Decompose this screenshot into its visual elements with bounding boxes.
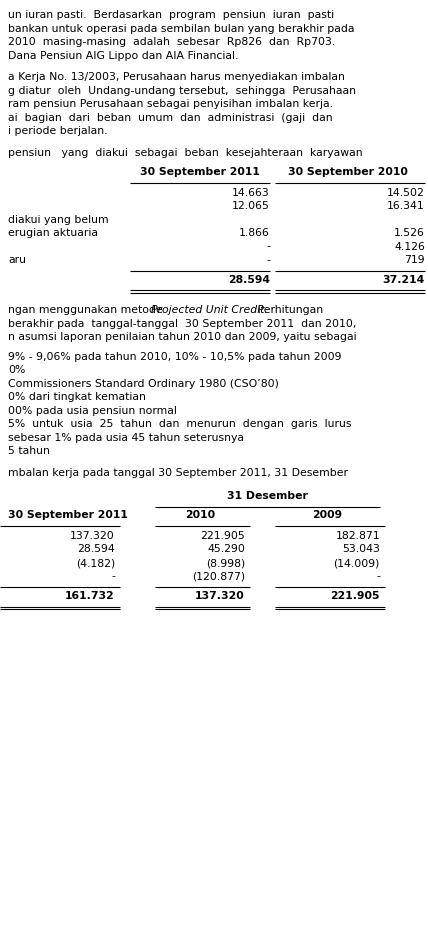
Text: 30 September 2011: 30 September 2011 bbox=[8, 511, 128, 520]
Text: 45.290: 45.290 bbox=[207, 545, 245, 554]
Text: 31 Desember: 31 Desember bbox=[227, 491, 308, 501]
Text: pensiun   yang  diakui  sebagai  beban  kesejahteraan  karyawan: pensiun yang diakui sebagai beban keseja… bbox=[8, 147, 363, 158]
Text: 14.502: 14.502 bbox=[387, 188, 425, 197]
Text: 4.126: 4.126 bbox=[394, 241, 425, 251]
Text: 1.866: 1.866 bbox=[239, 228, 270, 238]
Text: berakhir pada  tanggal-tanggal  30 September 2011  dan 2010,: berakhir pada tanggal-tanggal 30 Septemb… bbox=[8, 319, 357, 328]
Text: 719: 719 bbox=[404, 255, 425, 265]
Text: 5 tahun: 5 tahun bbox=[8, 446, 50, 456]
Text: 16.341: 16.341 bbox=[387, 201, 425, 211]
Text: 137.320: 137.320 bbox=[195, 591, 245, 601]
Text: 221.905: 221.905 bbox=[200, 531, 245, 541]
Text: 1.526: 1.526 bbox=[394, 228, 425, 238]
Text: ram pensiun Perusahaan sebagai penyisihan imbalan kerja.: ram pensiun Perusahaan sebagai penyisiha… bbox=[8, 99, 333, 109]
Text: 2009: 2009 bbox=[312, 511, 342, 520]
Text: -: - bbox=[111, 571, 115, 582]
Text: 2010  masing-masing  adalah  sebesar  Rp826  dan  Rp703.: 2010 masing-masing adalah sebesar Rp826 … bbox=[8, 37, 335, 47]
Text: 9% - 9,06% pada tahun 2010, 10% - 10,5% pada tahun 2009: 9% - 9,06% pada tahun 2010, 10% - 10,5% … bbox=[8, 351, 342, 362]
Text: 137.320: 137.320 bbox=[70, 531, 115, 541]
Text: (4.182): (4.182) bbox=[76, 558, 115, 568]
Text: ai  bagian  dari  beban  umum  dan  administrasi  (gaji  dan: ai bagian dari beban umum dan administra… bbox=[8, 113, 333, 122]
Text: -: - bbox=[266, 255, 270, 265]
Text: i periode berjalan.: i periode berjalan. bbox=[8, 126, 107, 136]
Text: 30 September 2010: 30 September 2010 bbox=[288, 167, 407, 177]
Text: a Kerja No. 13/2003, Perusahaan harus menyediakan imbalan: a Kerja No. 13/2003, Perusahaan harus me… bbox=[8, 72, 345, 82]
Text: bankan untuk operasi pada sembilan bulan yang berakhir pada: bankan untuk operasi pada sembilan bulan… bbox=[8, 24, 354, 33]
Text: 0%: 0% bbox=[8, 365, 25, 375]
Text: erugian aktuaria: erugian aktuaria bbox=[8, 228, 98, 238]
Text: 182.871: 182.871 bbox=[336, 531, 380, 541]
Text: sebesar 1% pada usia 45 tahun seterusnya: sebesar 1% pada usia 45 tahun seterusnya bbox=[8, 433, 244, 442]
Text: 161.732: 161.732 bbox=[65, 591, 115, 601]
Text: g diatur  oleh  Undang-undang tersebut,  sehingga  Perusahaan: g diatur oleh Undang-undang tersebut, se… bbox=[8, 85, 356, 96]
Text: Projected Unit Credit.: Projected Unit Credit. bbox=[151, 305, 268, 315]
Text: mbalan kerja pada tanggal 30 September 2011, 31 Desember: mbalan kerja pada tanggal 30 September 2… bbox=[8, 468, 348, 477]
Text: ngan menggunakan metode: ngan menggunakan metode bbox=[8, 305, 166, 315]
Text: un iuran pasti.  Berdasarkan  program  pensiun  iuran  pasti: un iuran pasti. Berdasarkan program pens… bbox=[8, 10, 334, 20]
Text: 53.043: 53.043 bbox=[342, 545, 380, 554]
Text: -: - bbox=[376, 571, 380, 582]
Text: diakui yang belum: diakui yang belum bbox=[8, 214, 109, 225]
Text: 221.905: 221.905 bbox=[330, 591, 380, 601]
Text: 30 September 2011: 30 September 2011 bbox=[140, 167, 260, 177]
Text: (8.998): (8.998) bbox=[206, 558, 245, 568]
Text: 5%  untuk  usia  25  tahun  dan  menurun  dengan  garis  lurus: 5% untuk usia 25 tahun dan menurun denga… bbox=[8, 419, 351, 429]
Text: Dana Pensiun AIG Lippo dan AIA Financial.: Dana Pensiun AIG Lippo dan AIA Financial… bbox=[8, 50, 238, 61]
Text: -: - bbox=[266, 241, 270, 251]
Text: 14.663: 14.663 bbox=[232, 188, 270, 197]
Text: 28.594: 28.594 bbox=[228, 274, 270, 285]
Text: 37.214: 37.214 bbox=[383, 274, 425, 285]
Text: (14.009): (14.009) bbox=[333, 558, 380, 568]
Text: 28.594: 28.594 bbox=[77, 545, 115, 554]
Text: aru: aru bbox=[8, 255, 26, 265]
Text: 2010: 2010 bbox=[185, 511, 215, 520]
Text: Perhitungan: Perhitungan bbox=[254, 305, 323, 315]
Text: n asumsi laporan penilaian tahun 2010 dan 2009, yaitu sebagai: n asumsi laporan penilaian tahun 2010 da… bbox=[8, 332, 357, 342]
Text: (120.877): (120.877) bbox=[192, 571, 245, 582]
Text: 12.065: 12.065 bbox=[232, 201, 270, 211]
Text: 0% dari tingkat kematian: 0% dari tingkat kematian bbox=[8, 392, 146, 402]
Text: Commissioners Standard Ordinary 1980 (CSO’80): Commissioners Standard Ordinary 1980 (CS… bbox=[8, 379, 279, 388]
Text: 00% pada usia pensiun normal: 00% pada usia pensiun normal bbox=[8, 405, 177, 416]
